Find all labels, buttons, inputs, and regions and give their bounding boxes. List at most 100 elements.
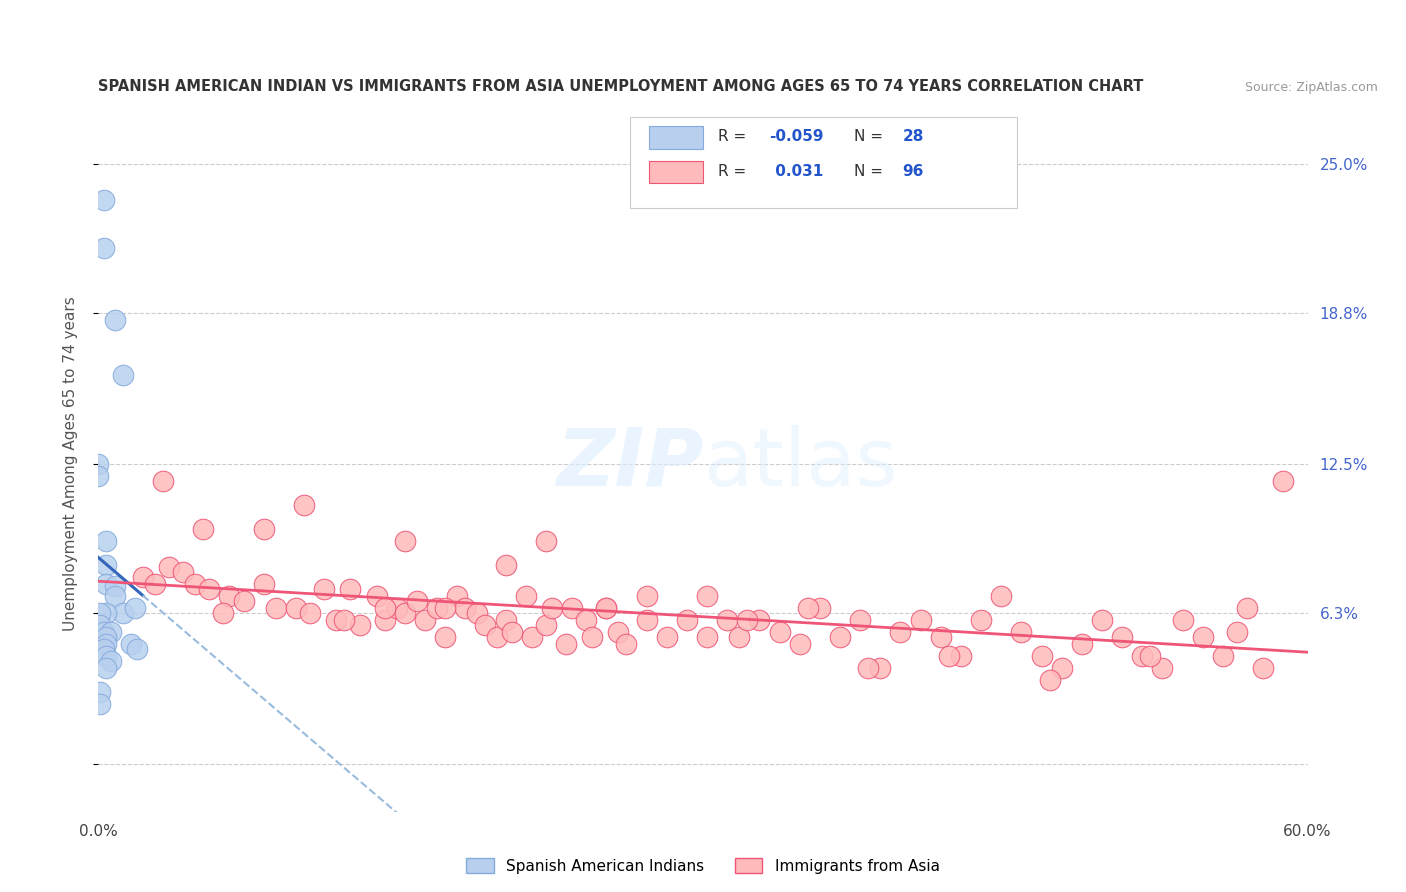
Point [333,613,356,627]
Point [828,630,851,644]
Point [100,654,122,668]
Point [253,522,276,536]
Text: 28: 28 [903,129,924,145]
Point [1111,630,1133,644]
Point [515,589,537,603]
Point [465,606,488,620]
Text: 96: 96 [903,164,924,179]
Point [125,641,148,656]
Point [636,613,658,627]
Point [120,637,142,651]
Point [808,600,831,615]
Point [1171,613,1194,627]
Point [96,648,118,663]
Point [555,637,578,651]
Point [1236,600,1258,615]
Point [581,630,603,644]
Legend: Spanish American Indians, Immigrants from Asia: Spanish American Indians, Immigrants fro… [460,852,946,880]
Point [1130,648,1153,663]
Point [797,600,820,615]
Point [374,613,396,627]
Point [949,648,972,663]
Point [124,600,146,615]
Point [339,582,361,596]
Point [405,593,427,607]
Point [858,661,880,675]
Point [1010,624,1032,639]
Text: R =: R = [717,129,751,145]
Point [314,582,336,596]
Y-axis label: Unemployment Among Ages 65 to 74 years: Unemployment Among Ages 65 to 74 years [63,296,77,632]
Point [89,697,111,711]
Point [1070,637,1092,651]
Point [929,630,952,644]
Point [716,613,738,627]
Point [93,641,115,656]
FancyBboxPatch shape [648,127,703,149]
Point [143,576,166,591]
Point [96,630,118,644]
Text: R =: R = [717,164,751,179]
Point [103,313,125,327]
Point [366,589,388,603]
Point [292,498,315,512]
Point [1251,661,1274,675]
Point [100,624,122,639]
Point [541,600,564,615]
Point [96,533,118,548]
Point [655,630,678,644]
Point [413,613,436,627]
Point [284,600,307,615]
Point [132,569,155,583]
Point [152,474,174,488]
Point [232,593,254,607]
Point [103,579,125,593]
Point [595,600,617,615]
Point [349,617,371,632]
Point [910,613,932,627]
Point [394,606,416,620]
Point [96,576,118,591]
Point [96,637,118,651]
Point [198,582,221,596]
Point [96,661,118,675]
Point [495,613,517,627]
Point [89,617,111,632]
Text: N =: N = [855,129,889,145]
Text: Source: ZipAtlas.com: Source: ZipAtlas.com [1244,80,1378,94]
Point [1050,661,1073,675]
Point [534,533,557,548]
Point [748,613,770,627]
Point [454,600,477,615]
Point [89,685,111,699]
Text: 0.031: 0.031 [769,164,823,179]
Point [434,630,457,644]
Point [193,522,215,536]
Point [1031,648,1053,663]
Point [849,613,872,627]
Point [253,576,276,591]
Point [520,630,543,644]
Point [728,630,751,644]
Text: ZIP: ZIP [555,425,703,503]
Point [616,637,638,651]
Point [1212,648,1234,663]
Point [87,468,110,483]
Point [1091,613,1114,627]
Point [869,661,891,675]
Point [1226,624,1249,639]
Point [218,589,240,603]
Point [385,600,408,615]
Point [103,589,125,603]
FancyBboxPatch shape [630,118,1018,208]
Text: SPANISH AMERICAN INDIAN VS IMMIGRANTS FROM ASIA UNEMPLOYMENT AMONG AGES 65 TO 74: SPANISH AMERICAN INDIAN VS IMMIGRANTS FR… [98,78,1144,94]
Point [93,241,115,255]
Point [434,600,457,615]
Point [157,560,180,574]
Point [212,606,235,620]
Point [1191,630,1213,644]
Point [938,648,960,663]
Point [93,624,115,639]
Point [93,193,115,207]
Point [676,613,699,627]
